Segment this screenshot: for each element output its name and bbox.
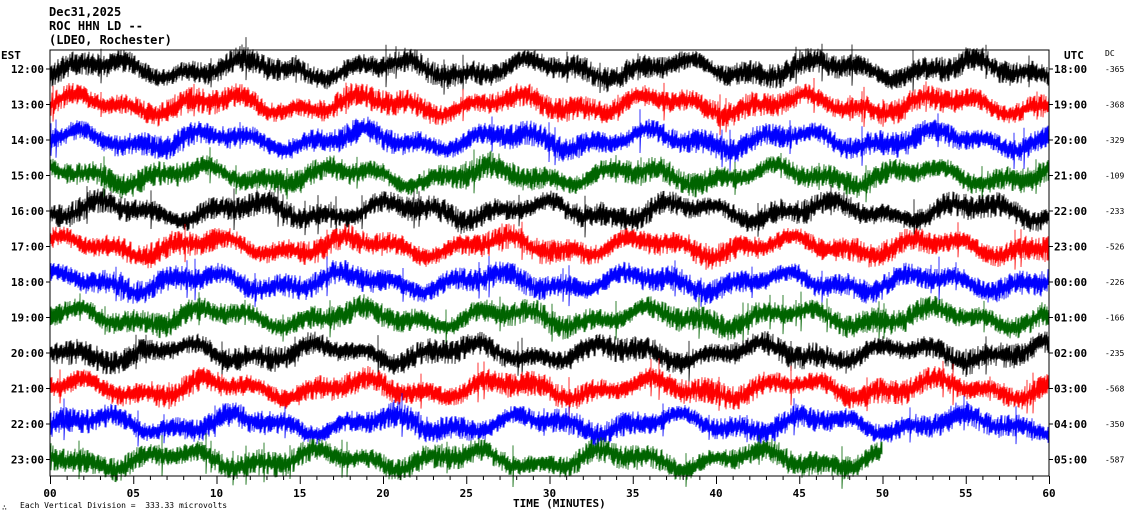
utc-tick-label: 00:00 (1054, 276, 1087, 289)
est-tick-label: 13:00 (11, 99, 44, 112)
est-tick-label: 23:00 (11, 454, 44, 467)
dc-value: -365 (1105, 65, 1124, 74)
trace-1400 (49, 109, 1050, 172)
x-tick-label: 00 (43, 487, 56, 500)
est-tick-label: 19:00 (11, 312, 44, 325)
dc-value: -166 (1105, 314, 1124, 323)
dc-column-label: DC (1105, 49, 1115, 58)
dc-value: -329 (1105, 136, 1124, 145)
x-tick-label: 05 (127, 487, 140, 500)
dc-value: -233 (1105, 207, 1124, 216)
x-tick-label: 15 (293, 487, 306, 500)
trace-1700 (49, 221, 1050, 270)
date-label: Dec31,2025 (49, 5, 122, 19)
labels-layer: 12:00 18:00 -365 13:00 19:00 -368 14:00 20:00 -3… (11, 63, 1125, 500)
utc-axis-label: UTC (1064, 49, 1084, 62)
dc-value: -109 (1105, 172, 1124, 181)
est-tick-label: 18:00 (11, 276, 44, 289)
trace-1500 (49, 147, 1050, 203)
est-tick-label: 22:00 (11, 418, 44, 431)
dc-value: -587 (1105, 456, 1124, 465)
est-axis-label: EST (1, 49, 21, 62)
est-tick-label: 20:00 (11, 347, 44, 360)
utc-tick-label: 05:00 (1054, 454, 1087, 467)
x-tick-label: 50 (876, 487, 889, 500)
trace-1300 (49, 78, 1050, 136)
trace-2100 (49, 358, 1050, 421)
dc-value: -526 (1105, 243, 1124, 252)
utc-tick-label: 19:00 (1054, 99, 1087, 112)
est-tick-label: 16:00 (11, 205, 44, 218)
est-tick-label: 12:00 (11, 63, 44, 76)
x-tick-label: 35 (626, 487, 639, 500)
dc-value: -235 (1105, 349, 1124, 358)
est-tick-label: 15:00 (11, 170, 44, 183)
utc-tick-label: 02:00 (1054, 347, 1087, 360)
dc-value: -568 (1105, 385, 1124, 394)
utc-tick-label: 18:00 (1054, 63, 1087, 76)
est-tick-label: 17:00 (11, 241, 44, 254)
x-tick-label: 20 (376, 487, 389, 500)
est-tick-label: 14:00 (11, 134, 44, 147)
x-tick-label: 45 (793, 487, 806, 500)
utc-tick-label: 21:00 (1054, 170, 1087, 183)
network-label: (LDEO, Rochester) (49, 33, 172, 47)
utc-tick-label: 23:00 (1054, 241, 1087, 254)
traces-layer (49, 37, 1050, 489)
x-tick-label: 60 (1042, 487, 1055, 500)
footer-icon: ∴ (2, 503, 7, 512)
trace-2200 (49, 393, 1050, 448)
dc-value: -368 (1105, 101, 1124, 110)
x-axis-title: TIME (MINUTES) (513, 497, 606, 510)
utc-tick-label: 01:00 (1054, 312, 1087, 325)
x-tick-label: 25 (460, 487, 473, 500)
trace-1200 (49, 37, 1050, 95)
utc-tick-label: 20:00 (1054, 134, 1087, 147)
x-tick-label: 40 (709, 487, 722, 500)
station-label: ROC HHN LD -- (49, 19, 143, 33)
x-tick-label: 30 (543, 487, 556, 500)
x-tick-label: 10 (210, 487, 223, 500)
trace-1600 (49, 185, 1050, 243)
trace-2300 (49, 433, 883, 489)
x-tick-label: 55 (959, 487, 972, 500)
frame-layer (46, 49, 1053, 484)
dc-value: -350 (1105, 420, 1124, 429)
utc-tick-label: 04:00 (1054, 418, 1087, 431)
utc-tick-label: 22:00 (1054, 205, 1087, 218)
trace-1900 (49, 291, 1050, 345)
footer-note: Each Vertical Division = 333.33 microvol… (20, 501, 228, 510)
est-tick-label: 21:00 (11, 383, 44, 396)
trace-1800 (49, 256, 1050, 307)
trace-2000 (49, 331, 1050, 382)
utc-tick-label: 03:00 (1054, 383, 1087, 396)
dc-value: -226 (1105, 278, 1124, 287)
